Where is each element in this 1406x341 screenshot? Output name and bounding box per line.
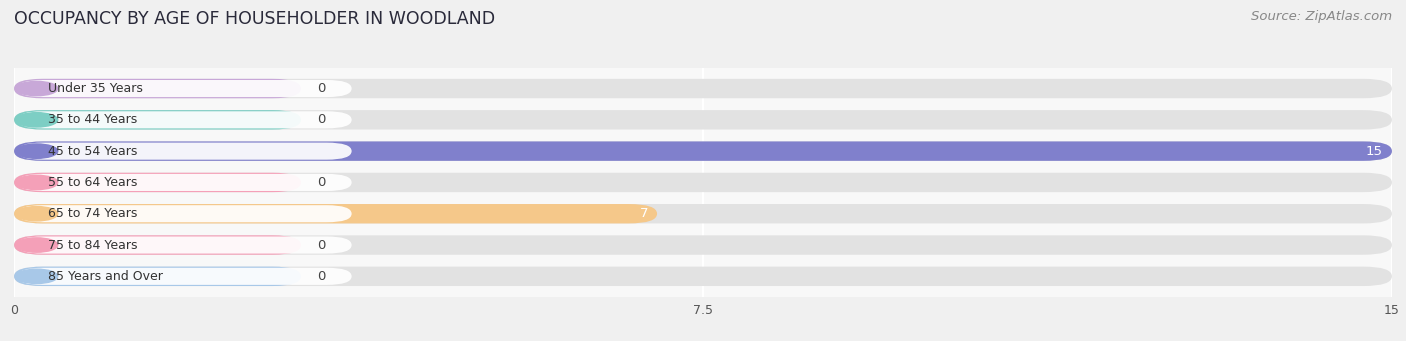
Text: Under 35 Years: Under 35 Years [48, 82, 142, 95]
Text: 65 to 74 Years: 65 to 74 Years [48, 207, 138, 220]
FancyBboxPatch shape [14, 235, 301, 255]
FancyBboxPatch shape [14, 142, 1392, 161]
Circle shape [15, 207, 58, 221]
FancyBboxPatch shape [18, 237, 352, 254]
Text: 55 to 64 Years: 55 to 64 Years [48, 176, 138, 189]
Text: 35 to 44 Years: 35 to 44 Years [48, 113, 136, 126]
FancyBboxPatch shape [18, 111, 352, 128]
FancyBboxPatch shape [14, 110, 1392, 130]
Text: 0: 0 [318, 82, 326, 95]
Text: 45 to 54 Years: 45 to 54 Years [48, 145, 138, 158]
Circle shape [15, 238, 58, 252]
FancyBboxPatch shape [14, 79, 301, 98]
FancyBboxPatch shape [18, 174, 352, 191]
Text: 7: 7 [640, 207, 648, 220]
FancyBboxPatch shape [18, 205, 352, 222]
FancyBboxPatch shape [14, 235, 1392, 255]
FancyBboxPatch shape [14, 173, 301, 192]
Text: 0: 0 [318, 239, 326, 252]
Circle shape [15, 81, 58, 96]
FancyBboxPatch shape [14, 267, 1392, 286]
FancyBboxPatch shape [14, 79, 1392, 98]
Text: 15: 15 [1365, 145, 1382, 158]
Text: 0: 0 [318, 270, 326, 283]
Text: 0: 0 [318, 176, 326, 189]
FancyBboxPatch shape [18, 143, 352, 160]
Circle shape [15, 144, 58, 158]
Text: 0: 0 [318, 113, 326, 126]
Text: 75 to 84 Years: 75 to 84 Years [48, 239, 138, 252]
FancyBboxPatch shape [14, 173, 1392, 192]
Text: 85 Years and Over: 85 Years and Over [48, 270, 163, 283]
FancyBboxPatch shape [14, 110, 301, 130]
Circle shape [15, 175, 58, 190]
Text: OCCUPANCY BY AGE OF HOUSEHOLDER IN WOODLAND: OCCUPANCY BY AGE OF HOUSEHOLDER IN WOODL… [14, 10, 495, 28]
Circle shape [15, 269, 58, 283]
FancyBboxPatch shape [14, 204, 657, 223]
Text: Source: ZipAtlas.com: Source: ZipAtlas.com [1251, 10, 1392, 23]
Circle shape [15, 113, 58, 127]
FancyBboxPatch shape [18, 268, 352, 285]
FancyBboxPatch shape [14, 204, 1392, 223]
FancyBboxPatch shape [18, 80, 352, 97]
FancyBboxPatch shape [14, 142, 1392, 161]
FancyBboxPatch shape [14, 267, 301, 286]
